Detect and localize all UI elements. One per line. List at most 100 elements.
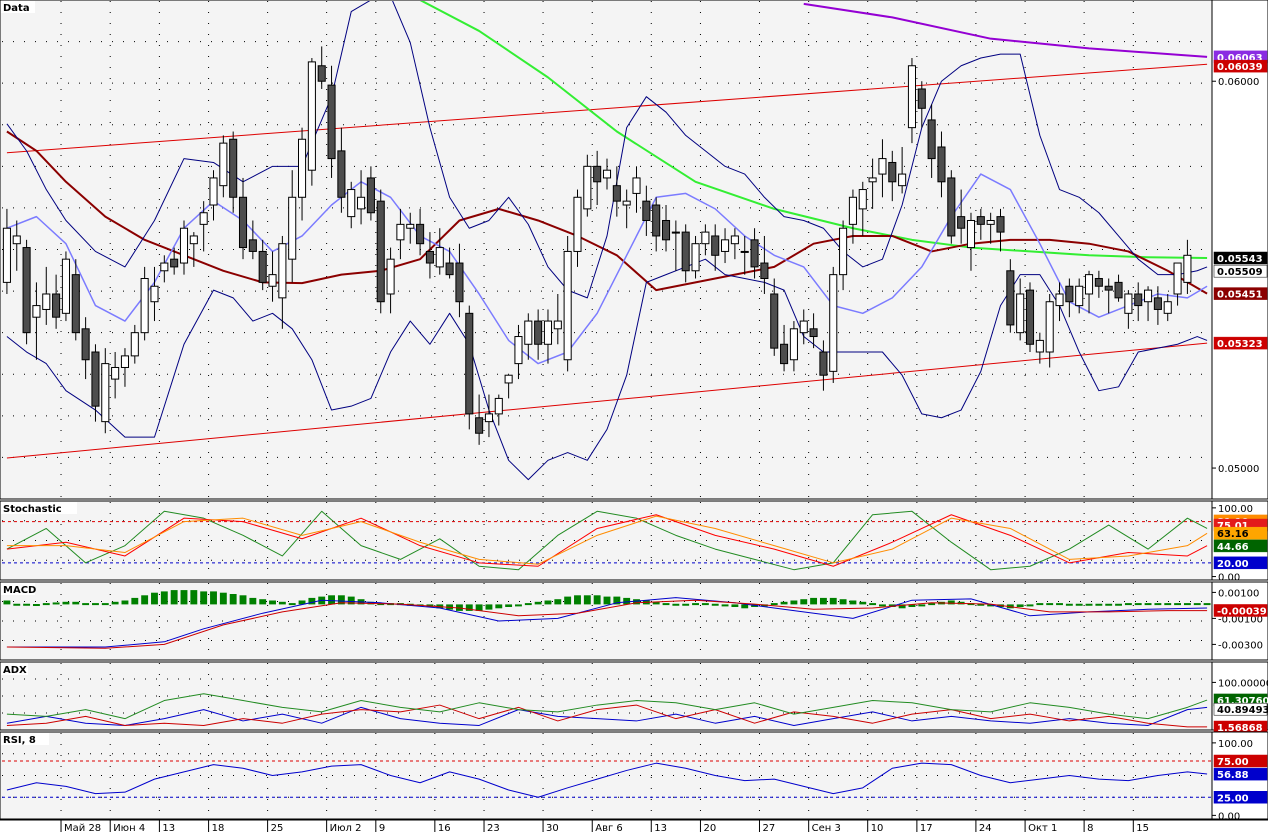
candle[interactable] [829, 266, 838, 383]
candle[interactable] [602, 158, 612, 190]
candle[interactable] [917, 81, 926, 128]
candle[interactable] [622, 189, 631, 229]
candle[interactable] [1183, 239, 1192, 294]
candle[interactable] [366, 166, 375, 221]
candle[interactable] [219, 135, 228, 198]
candle[interactable] [839, 220, 848, 291]
candle[interactable] [1114, 274, 1123, 302]
candle[interactable] [288, 170, 297, 283]
candle[interactable] [996, 208, 1005, 252]
panel-macd[interactable]: MACD 0.00100 -0.00100 -0.00300 -0.00039 [0, 581, 1268, 661]
candle[interactable] [455, 243, 464, 318]
candle[interactable] [780, 324, 789, 372]
candle[interactable] [868, 158, 877, 209]
candle[interactable] [12, 220, 21, 271]
candle[interactable] [937, 131, 946, 198]
candle[interactable] [1163, 293, 1172, 322]
candle[interactable] [563, 235, 572, 372]
candle[interactable] [1173, 262, 1182, 306]
candle[interactable] [976, 208, 985, 240]
candle[interactable] [848, 189, 857, 244]
candle[interactable] [1144, 286, 1153, 322]
candle[interactable] [1084, 270, 1094, 314]
candle[interactable] [661, 205, 671, 252]
candle[interactable] [770, 278, 779, 356]
candle[interactable] [42, 266, 51, 325]
candle[interactable] [957, 189, 966, 244]
candle[interactable] [809, 313, 818, 349]
candle[interactable] [1035, 332, 1044, 364]
candle[interactable] [1045, 293, 1054, 368]
candle[interactable] [711, 224, 720, 271]
candle[interactable] [1075, 278, 1084, 314]
candle[interactable] [425, 232, 434, 279]
candle[interactable] [593, 150, 602, 206]
candle[interactable] [907, 58, 917, 144]
candle[interactable] [416, 208, 425, 256]
candle[interactable] [750, 228, 759, 279]
candle[interactable] [327, 65, 336, 178]
candle[interactable] [543, 309, 553, 364]
candle[interactable] [22, 239, 31, 345]
candle[interactable] [160, 255, 169, 283]
candle[interactable] [652, 197, 661, 252]
candle[interactable] [986, 212, 995, 244]
candle[interactable] [189, 232, 198, 267]
candle[interactable] [1065, 278, 1074, 318]
candle[interactable] [642, 185, 651, 236]
candle[interactable] [681, 224, 690, 283]
candle[interactable] [534, 309, 543, 360]
candle[interactable] [632, 166, 641, 213]
candle[interactable] [514, 324, 523, 380]
candle[interactable] [386, 247, 395, 314]
candle[interactable] [799, 309, 808, 345]
candle[interactable] [140, 266, 149, 341]
candle[interactable] [81, 317, 90, 380]
candle[interactable] [494, 394, 503, 426]
candle[interactable] [819, 340, 828, 391]
candle[interactable] [858, 181, 867, 236]
candle[interactable] [671, 220, 680, 271]
candle[interactable] [268, 251, 277, 302]
candle[interactable] [1104, 278, 1113, 314]
candle[interactable] [1094, 270, 1103, 298]
candle[interactable] [347, 181, 356, 229]
candle[interactable] [760, 235, 769, 294]
candle[interactable] [258, 239, 267, 291]
candle[interactable] [238, 177, 248, 260]
candle[interactable] [888, 150, 897, 202]
panel-stochastic[interactable]: Stochastic100.000.0081.1075.0163.1644.66… [0, 500, 1268, 584]
candle[interactable] [927, 104, 936, 178]
candle[interactable] [898, 146, 907, 194]
candle[interactable] [229, 131, 238, 213]
candle[interactable] [612, 166, 621, 217]
candle[interactable] [740, 235, 749, 275]
candle[interactable] [691, 235, 700, 279]
candle[interactable] [789, 321, 798, 372]
candle[interactable] [130, 324, 139, 364]
candle[interactable] [947, 170, 956, 244]
candle[interactable] [396, 208, 405, 260]
candle[interactable] [1016, 278, 1025, 341]
candle[interactable] [1006, 259, 1015, 333]
candle[interactable] [583, 154, 592, 217]
candle[interactable] [307, 58, 316, 186]
candle[interactable] [573, 189, 582, 267]
candle[interactable] [357, 170, 366, 225]
candle[interactable] [170, 247, 179, 275]
candle[interactable] [278, 235, 287, 329]
candle[interactable] [297, 127, 307, 221]
candle[interactable] [317, 46, 326, 89]
candle[interactable] [406, 212, 415, 244]
candle[interactable] [337, 127, 346, 213]
candle[interactable] [524, 313, 533, 360]
candle[interactable] [209, 170, 218, 221]
candle[interactable] [120, 348, 130, 387]
candle[interactable] [32, 282, 41, 360]
candle[interactable] [61, 251, 70, 322]
candle[interactable] [91, 344, 100, 422]
candle[interactable] [2, 208, 11, 294]
candle[interactable] [445, 247, 454, 279]
